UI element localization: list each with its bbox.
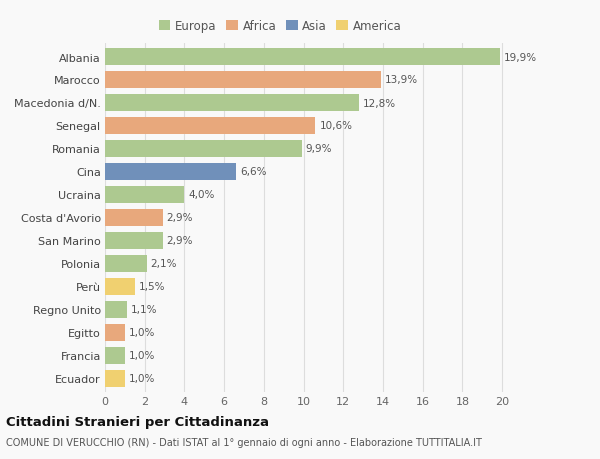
Text: COMUNE DI VERUCCHIO (RN) - Dati ISTAT al 1° gennaio di ogni anno - Elaborazione : COMUNE DI VERUCCHIO (RN) - Dati ISTAT al… [6,437,482,447]
Text: 2,9%: 2,9% [167,213,193,223]
Text: 2,9%: 2,9% [167,236,193,246]
Text: 2,1%: 2,1% [151,259,177,269]
Bar [105,210,163,226]
Text: 1,5%: 1,5% [139,282,165,292]
Bar [105,187,184,203]
Bar [105,370,125,387]
Bar [105,118,316,134]
Text: 6,6%: 6,6% [240,167,266,177]
Text: Cittadini Stranieri per Cittadinanza: Cittadini Stranieri per Cittadinanza [6,415,269,428]
Text: 1,0%: 1,0% [129,351,155,361]
Text: 19,9%: 19,9% [504,52,537,62]
Bar [105,347,125,364]
Text: 9,9%: 9,9% [305,144,332,154]
Bar [105,141,302,157]
Bar [105,233,163,249]
Bar [105,279,135,295]
Text: 1,0%: 1,0% [129,374,155,384]
Text: 10,6%: 10,6% [319,121,352,131]
Text: 12,8%: 12,8% [363,98,396,108]
Bar [105,325,125,341]
Bar [105,95,359,112]
Bar [105,256,147,272]
Legend: Europa, Africa, Asia, America: Europa, Africa, Asia, America [158,20,402,33]
Text: 13,9%: 13,9% [385,75,418,85]
Text: 1,1%: 1,1% [131,305,157,315]
Text: 1,0%: 1,0% [129,328,155,338]
Bar [105,49,500,66]
Text: 4,0%: 4,0% [188,190,215,200]
Bar [105,164,236,180]
Bar [105,72,381,89]
Bar [105,302,127,318]
